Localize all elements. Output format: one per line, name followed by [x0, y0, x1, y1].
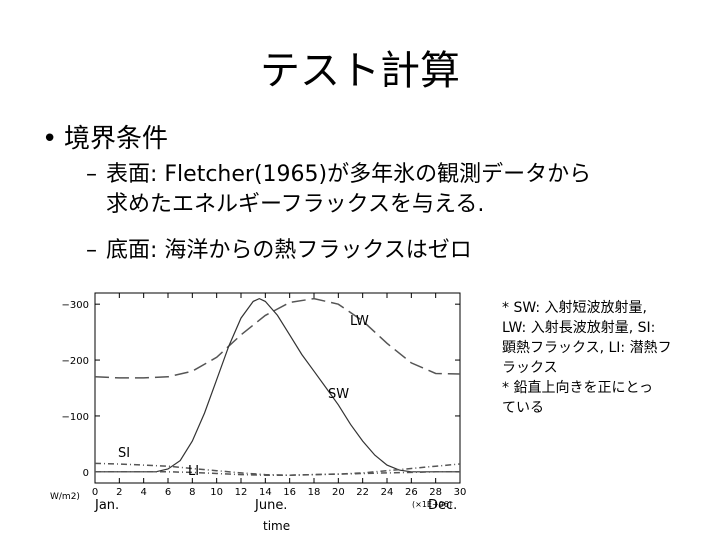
slide-title: テスト計算: [260, 48, 460, 94]
x-tick-label: 30: [454, 487, 467, 498]
x-exponent-label: (×1E+06): [412, 500, 452, 509]
y-axis-label: W/m2): [50, 492, 80, 502]
y-tick-label: −300: [62, 300, 89, 311]
note-line: ている: [502, 400, 544, 416]
y-tick-label: 0: [83, 468, 89, 479]
x-tick-label: 18: [308, 487, 321, 498]
note-line: ラックス: [502, 360, 558, 376]
sub-bullet-bottom-text: 底面: 海洋からの熱フラックスはゼロ: [106, 238, 472, 263]
dash-symbol: –: [86, 162, 97, 187]
x-tick-label: 16: [283, 487, 296, 498]
series-line-lw: [94, 297, 461, 379]
bullet-symbol: •: [42, 124, 58, 154]
x-tick-label: 2: [116, 487, 122, 498]
x-tick-label: 10: [210, 487, 223, 498]
sub-bullet-surface-line2: 求めたエネルギーフラックスを与える.: [106, 192, 485, 217]
series-line-li: [95, 471, 460, 476]
note-line: * 鉛直上向きを正にとっ: [502, 380, 654, 396]
series-label-si: SI: [118, 446, 130, 461]
series-label-li: LI: [188, 464, 199, 479]
month-label-june: June.: [254, 498, 287, 513]
y-tick-label: −200: [62, 356, 89, 367]
x-tick-label: 22: [356, 487, 369, 498]
x-tick-label: 0: [92, 487, 98, 498]
bullet-boundary-conditions: • 境界条件: [42, 118, 168, 155]
chart-series: [94, 297, 461, 476]
month-label-jan: Jan.: [94, 498, 119, 513]
series-label-lw: LW: [350, 314, 369, 329]
x-tick-label: 8: [189, 487, 195, 498]
note-line: LW: 入射長波放射量, SI:: [502, 320, 656, 336]
x-tick-label: 12: [235, 487, 248, 498]
sub-bullet-bottom: – 底面: 海洋からの熱フラックスはゼロ: [86, 236, 472, 266]
x-tick-label: 28: [429, 487, 442, 498]
x-tick-label: 14: [259, 487, 272, 498]
x-tick-label: 4: [140, 487, 146, 498]
note-line: * SW: 入射短波放射量,: [502, 300, 647, 316]
legend-notes: * SW: 入射短波放射量, LW: 入射長波放射量, SI: 顕熱フラックス,…: [502, 298, 702, 418]
x-tick-label: 24: [381, 487, 394, 498]
y-tick-label: −100: [62, 412, 89, 423]
series-line-sw: [95, 297, 460, 473]
bullet-text: 境界条件: [64, 124, 169, 154]
month-label-dec: Dec.: [428, 498, 457, 513]
x-axis-label: time: [263, 519, 290, 533]
series-line-si: [94, 462, 461, 476]
x-tick-label: 20: [332, 487, 345, 498]
plot-frame: [94, 292, 461, 484]
note-line: 顕熱フラックス, LI: 潜熱フ: [502, 340, 672, 356]
sub-bullet-surface-line1: 表面: Fletcher(1965)が多年氷の観測データから: [106, 162, 592, 187]
x-tick-label: 6: [165, 487, 171, 498]
sub-bullet-surface: – 表面: Fletcher(1965)が多年氷の観測データから 求めたエネルギー…: [86, 160, 686, 220]
series-label-sw: SW: [328, 387, 349, 402]
dash-symbol: –: [86, 238, 97, 263]
x-axis-ticks: 0 2 4 6 8 10 12 14 16 18 20 22 24 26 28 30: [92, 293, 467, 498]
x-tick-label: 26: [405, 487, 418, 498]
